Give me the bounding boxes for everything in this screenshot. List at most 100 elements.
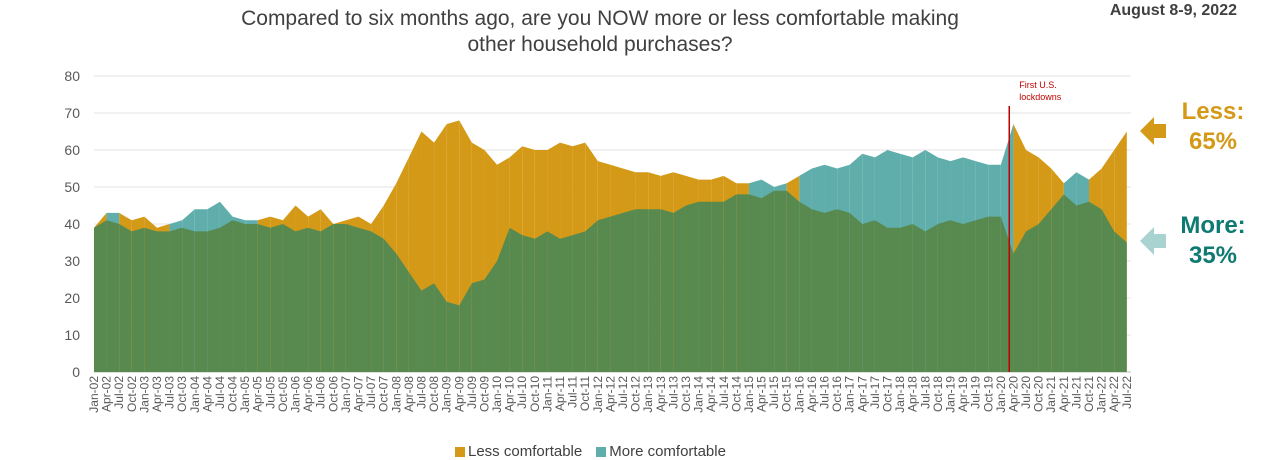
x-tick-label: Jul-14 bbox=[717, 376, 731, 409]
x-tick-label: Jul-18 bbox=[918, 376, 932, 409]
area-overlap-segment bbox=[622, 209, 636, 372]
x-tick-label: Jul-10 bbox=[515, 376, 529, 409]
x-tick-label: Oct-04 bbox=[226, 376, 240, 412]
area-overlap-segment bbox=[610, 212, 623, 372]
area-overlap-segment bbox=[194, 231, 208, 372]
chart-areas bbox=[94, 120, 1127, 373]
area-overlap-segment bbox=[497, 227, 510, 372]
area-overlap-segment bbox=[711, 201, 724, 372]
area-overlap-segment bbox=[811, 209, 825, 372]
x-tick-label: Apr-17 bbox=[855, 376, 869, 412]
x-tick-label: Jan-10 bbox=[490, 376, 504, 413]
x-tick-label: Apr-16 bbox=[805, 376, 819, 412]
area-overlap-segment bbox=[597, 216, 611, 372]
area-overlap-segment bbox=[119, 224, 132, 372]
area-overlap-segment bbox=[937, 220, 951, 372]
y-tick-label: 20 bbox=[64, 290, 80, 306]
x-tick-label: Apr-22 bbox=[1107, 376, 1121, 412]
x-tick-label: Apr-19 bbox=[956, 376, 970, 412]
y-tick-label: 50 bbox=[64, 179, 80, 195]
area-overlap-segment bbox=[358, 227, 372, 372]
y-tick-label: 30 bbox=[64, 253, 80, 269]
area-overlap-segment bbox=[106, 220, 120, 372]
y-tick-label: 10 bbox=[64, 327, 80, 343]
y-tick-label: 60 bbox=[64, 142, 80, 158]
annotation-line1: First U.S. bbox=[1019, 80, 1057, 90]
x-tick-label: Jan-05 bbox=[238, 376, 252, 413]
area-overlap-segment bbox=[207, 227, 220, 372]
x-tick-label: Apr-07 bbox=[351, 376, 365, 412]
area-overlap-segment bbox=[308, 227, 321, 372]
area-overlap-segment bbox=[925, 224, 938, 372]
chart-title: Compared to six months ago, are you NOW … bbox=[150, 6, 1050, 58]
area-overlap-segment bbox=[1038, 209, 1052, 372]
chart-legend: Less comfortable More comfortable bbox=[455, 443, 726, 460]
survey-date: August 8-9, 2022 bbox=[1109, 2, 1237, 19]
x-tick-label: Apr-04 bbox=[200, 376, 214, 412]
x-tick-label: Jul-13 bbox=[666, 376, 680, 409]
area-overlap-segment bbox=[219, 220, 233, 372]
x-tick-label: Jan-15 bbox=[742, 376, 756, 413]
x-tick-label: Jul-12 bbox=[616, 376, 630, 409]
x-tick-label: Oct-16 bbox=[830, 376, 844, 412]
area-overlap-segment bbox=[245, 224, 258, 372]
x-tick-label: Oct-03 bbox=[175, 376, 189, 412]
y-tick-label: 0 bbox=[72, 364, 80, 380]
area-overlap-segment bbox=[295, 227, 309, 372]
x-tick-label: Jul-17 bbox=[868, 376, 882, 409]
x-tick-label: Jan-03 bbox=[137, 376, 151, 413]
legend-item-less: Less comfortable bbox=[455, 443, 582, 460]
area-overlap-segment bbox=[434, 283, 447, 372]
x-tick-label: Apr-03 bbox=[150, 376, 164, 412]
x-tick-label: Jan-11 bbox=[540, 376, 554, 412]
area-overlap-segment bbox=[698, 201, 712, 372]
area-overlap-segment bbox=[572, 231, 586, 372]
area-overlap-segment bbox=[774, 190, 787, 372]
x-tick-label: Jan-22 bbox=[1095, 376, 1109, 413]
area-overlap-segment bbox=[396, 253, 409, 372]
x-tick-label: Apr-02 bbox=[100, 376, 114, 412]
area-overlap-segment bbox=[320, 224, 334, 372]
x-tick-label: Jan-12 bbox=[591, 376, 605, 413]
more-arrow-icon bbox=[1140, 227, 1166, 255]
area-overlap-segment bbox=[383, 238, 397, 372]
x-tick-label: Oct-06 bbox=[326, 376, 340, 412]
x-tick-label: Apr-15 bbox=[755, 376, 769, 412]
less-callout-value: 65% bbox=[1188, 128, 1238, 155]
area-overlap-segment bbox=[685, 201, 699, 372]
area-overlap-segment bbox=[761, 190, 775, 372]
area-overlap-segment bbox=[471, 279, 485, 372]
x-tick-label: Oct-08 bbox=[427, 376, 441, 412]
x-tick-label: Jan-04 bbox=[188, 376, 202, 413]
x-tick-label: Oct-09 bbox=[477, 376, 491, 412]
area-overlap-segment bbox=[94, 220, 107, 372]
legend-swatch-more bbox=[596, 446, 607, 457]
area-overlap-segment bbox=[1051, 194, 1064, 372]
x-tick-label: Apr-06 bbox=[301, 376, 315, 412]
legend-item-more: More comfortable bbox=[596, 443, 726, 460]
area-overlap-segment bbox=[824, 209, 838, 372]
y-axis-ticks: 0 10 20 30 40 50 60 70 80 bbox=[64, 68, 80, 380]
area-overlap-segment bbox=[1063, 194, 1077, 372]
x-tick-label: Oct-21 bbox=[1082, 376, 1096, 412]
annotation-line2: lockdowns bbox=[1019, 92, 1062, 102]
area-overlap-segment bbox=[874, 220, 888, 372]
x-tick-label: Jul-19 bbox=[969, 376, 983, 409]
x-tick-label: Jul-21 bbox=[1069, 376, 1083, 409]
area-overlap-segment bbox=[786, 190, 800, 372]
x-tick-label: Oct-05 bbox=[276, 376, 290, 412]
x-tick-label: Oct-12 bbox=[629, 376, 643, 412]
less-arrow-icon bbox=[1140, 117, 1166, 145]
more-callout-value: 35% bbox=[1188, 242, 1238, 269]
area-overlap-segment bbox=[371, 231, 384, 372]
area-overlap-segment bbox=[1026, 224, 1039, 372]
area-overlap-segment bbox=[900, 224, 913, 372]
x-tick-label: Apr-21 bbox=[1057, 376, 1071, 412]
area-overlap-segment bbox=[950, 220, 964, 372]
area-overlap-segment bbox=[963, 220, 976, 372]
area-overlap-segment bbox=[635, 209, 649, 372]
x-tick-label: Jan-19 bbox=[943, 376, 957, 413]
x-tick-label: Jan-02 bbox=[87, 376, 101, 413]
x-tick-label: Apr-12 bbox=[603, 376, 617, 412]
